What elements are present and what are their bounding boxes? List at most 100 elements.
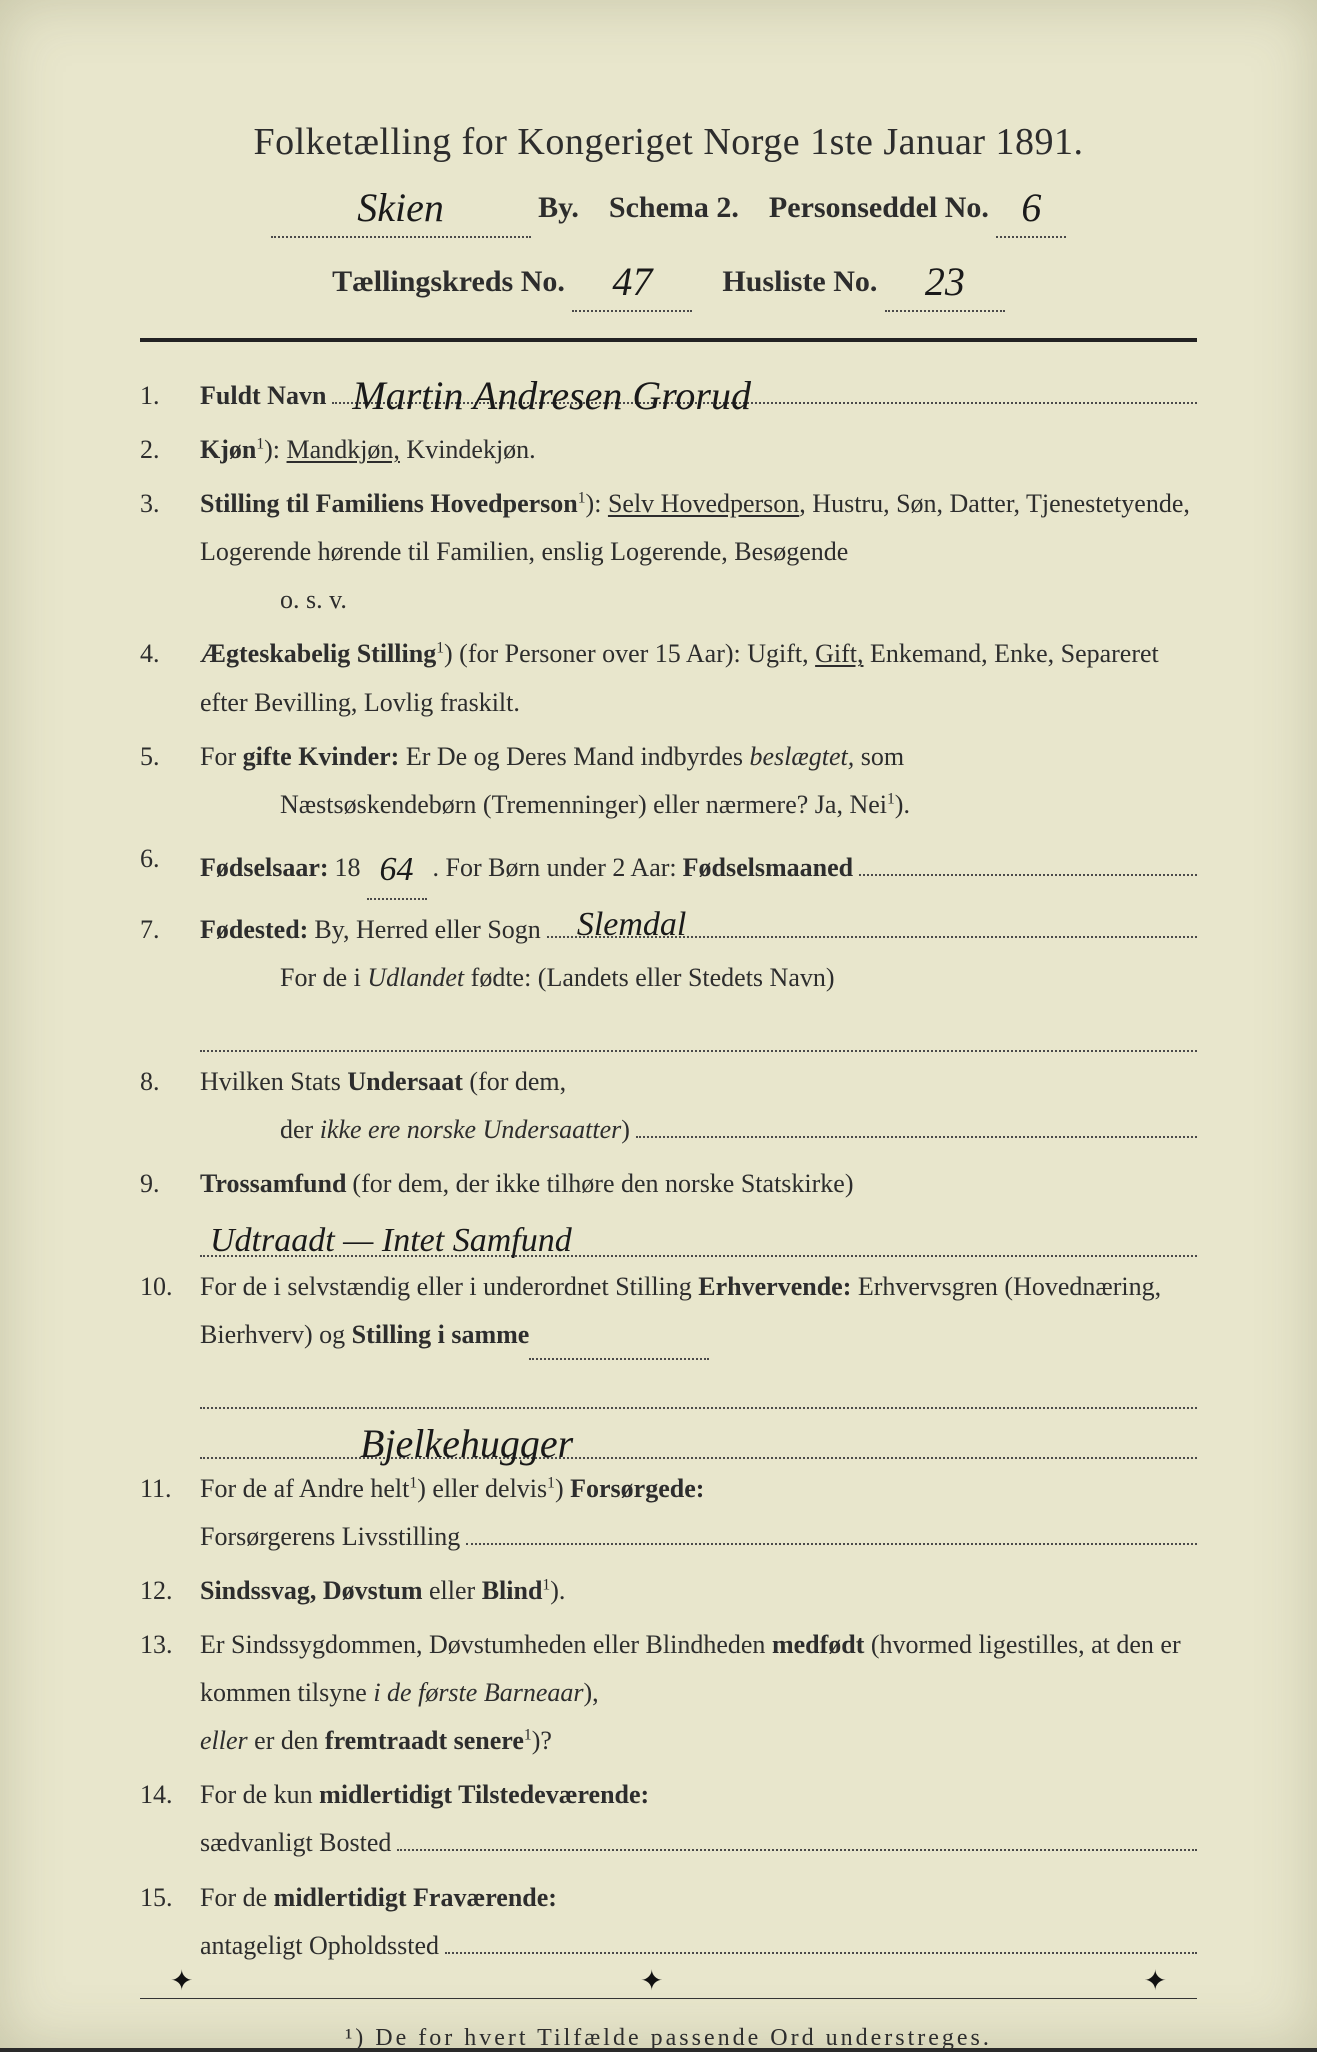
sup: 1: [256, 435, 264, 452]
item-2: 2. Kjøn1): Mandkjøn, Kvindekjøn.: [140, 426, 1197, 474]
kreds-label: Tællingskreds No.: [332, 265, 565, 298]
religion-field: Udtraadt — Intet Samfund: [200, 1214, 1197, 1258]
by-label: By.: [538, 191, 579, 224]
item-body: Trossamfund (for dem, der ikke tilhøre d…: [200, 1160, 1197, 1258]
item-5: 5. For gifte Kvinder: Er De og Deres Man…: [140, 733, 1197, 829]
religion-hand: Udtraadt — Intet Samfund: [210, 1210, 572, 1273]
personseddel-no-field: 6: [996, 172, 1066, 238]
line2: eller er den fremtraadt senere1)?: [200, 1717, 1197, 1765]
t: eller: [423, 1576, 482, 1605]
birthplace-field: Slemdal: [547, 912, 1197, 937]
item-11: 11. For de af Andre helt1) eller delvis1…: [140, 1465, 1197, 1561]
item-no: 12.: [140, 1567, 200, 1615]
header-line-3: Tællingskreds No. 47 Husliste No. 23: [140, 246, 1197, 312]
item-body: Ægteskabelig Stilling1) (for Personer ov…: [200, 630, 1197, 726]
t: ):: [264, 435, 286, 464]
item-body: Sindssvag, Døvstum eller Blind1).: [200, 1567, 1197, 1615]
t: Fødselsaar:: [200, 844, 329, 892]
item-6: 6. Fødselsaar: 1864 . For Børn under 2 A…: [140, 835, 1197, 900]
t: antageligt Opholdssted: [200, 1922, 439, 1970]
item-10: 10. For de i selvstændig eller i underor…: [140, 1263, 1197, 1458]
form-header: Folketælling for Kongeriget Norge 1ste J…: [140, 120, 1197, 312]
t: Forsørgerens Livsstilling: [200, 1513, 460, 1561]
mark-icon: ✦: [1144, 1964, 1167, 1998]
item-body: Hvilken Stats Undersaat (for dem, der ik…: [200, 1058, 1197, 1154]
dots: [529, 1334, 709, 1359]
residence-field: [397, 1826, 1197, 1851]
city-handwritten: Skien: [357, 185, 444, 230]
item-body: For de af Andre helt1) eller delvis1) Fo…: [200, 1465, 1197, 1561]
sup: 1: [436, 640, 444, 657]
item-3: 3. Stilling til Familiens Hovedperson1):…: [140, 480, 1197, 624]
item-no: 8.: [140, 1058, 200, 1154]
census-form-page: Folketælling for Kongeriget Norge 1ste J…: [0, 0, 1317, 2048]
item-body: Er Sindssygdommen, Døvstumheden eller Bl…: [200, 1621, 1197, 1765]
item-no: 5.: [140, 733, 200, 829]
item-no: 3.: [140, 480, 200, 624]
item-body: Fuldt Navn Martin Andresen Grorud: [200, 372, 1197, 420]
husliste-no-field: 23: [885, 246, 1005, 312]
t: Kjøn: [200, 435, 256, 464]
selected: Mandkjøn,: [287, 435, 400, 464]
personseddel-no: 6: [1021, 185, 1041, 230]
item-no: 15.: [140, 1874, 200, 1970]
line2: Næstsøskendebørn (Tremenninger) eller næ…: [200, 781, 1197, 829]
item-4: 4. Ægteskabelig Stilling1) (for Personer…: [140, 630, 1197, 726]
form-title: Folketælling for Kongeriget Norge 1ste J…: [140, 120, 1197, 164]
yp: 18: [335, 844, 361, 892]
occupation-hand: Bjelkehugger: [360, 1407, 573, 1481]
item-no: 9.: [140, 1160, 200, 1258]
item-no: 4.: [140, 630, 200, 726]
tail: ).: [895, 790, 910, 819]
item-no: 6.: [140, 835, 200, 900]
t: ):: [586, 489, 608, 518]
t: Sindssvag, Døvstum: [200, 1576, 423, 1605]
husliste-label: Husliste No.: [722, 265, 877, 298]
item-body: Fødselsaar: 1864 . For Børn under 2 Aar:…: [200, 835, 1197, 900]
item-no: 10.: [140, 1263, 200, 1458]
t: der ikke ere norske Undersaatter): [280, 1106, 630, 1154]
mark-icon: ✦: [170, 1964, 193, 1998]
name-handwritten: Martin Andresen Grorud: [352, 359, 751, 433]
item-9: 9. Trossamfund (for dem, der ikke tilhør…: [140, 1160, 1197, 1258]
selected: Gift,: [815, 639, 863, 668]
mark-icon: ✦: [640, 1964, 663, 1998]
husliste-no: 23: [925, 259, 965, 304]
item-no: 2.: [140, 426, 200, 474]
t: sædvanligt Bosted: [200, 1819, 391, 1867]
item-no: 14.: [140, 1771, 200, 1867]
item-body: For gifte Kvinder: Er De og Deres Mand i…: [200, 733, 1197, 829]
item-body: Kjøn1): Mandkjøn, Kvindekjøn.: [200, 426, 1197, 474]
t: Er Sindssygdommen, Døvstumheden eller Bl…: [200, 1630, 1181, 1707]
whereabouts-field: [445, 1928, 1197, 1953]
name-field: Martin Andresen Grorud: [332, 379, 1197, 404]
item-body: Stilling til Familiens Hovedperson1): Se…: [200, 480, 1197, 624]
sup: 1: [578, 490, 586, 507]
cont: o. s. v.: [200, 576, 1197, 624]
selected: Selv Hovedperson: [608, 489, 799, 518]
item-body: For de midlertidigt Fraværende: antageli…: [200, 1874, 1197, 1970]
item-body: For de i selvstændig eller i underordnet…: [200, 1263, 1197, 1458]
occupation-field: [200, 1366, 1197, 1410]
t: Blind: [482, 1576, 543, 1605]
provider-field: [466, 1519, 1197, 1544]
line2: For de i Udlandet fødte: (Landets eller …: [200, 954, 1197, 1002]
item-1: 1. Fuldt Navn Martin Andresen Grorud: [140, 372, 1197, 420]
item-no: 11.: [140, 1465, 200, 1561]
occupation-field-2: Bjelkehugger: [200, 1415, 1197, 1459]
header-line-2: Skien By. Schema 2. Personseddel No. 6: [140, 172, 1197, 238]
kreds-no-field: 47: [572, 246, 692, 312]
kreds-no: 47: [612, 259, 652, 304]
t: ) (for Personer over 15 Aar): Ugift,: [444, 639, 815, 668]
item-body: For de kun midlertidigt Tilstedeværende:…: [200, 1771, 1197, 1867]
t: (for dem,: [463, 1067, 566, 1096]
item-15: 15. For de midlertidigt Fraværende: anta…: [140, 1874, 1197, 1970]
year-hand: 64: [380, 851, 414, 888]
item-8: 8. Hvilken Stats Undersaat (for dem, der…: [140, 1058, 1197, 1154]
t: Stilling til Familiens Hovedperson: [200, 489, 578, 518]
t: ) Forsørgede:: [555, 1474, 704, 1503]
title-text: Folketælling for Kongeriget Norge 1ste J…: [253, 121, 1083, 163]
label: Fuldt Navn: [200, 372, 326, 420]
birthplace-hand: Slemdal: [577, 894, 687, 957]
personseddel-label: Personseddel No.: [769, 191, 989, 224]
